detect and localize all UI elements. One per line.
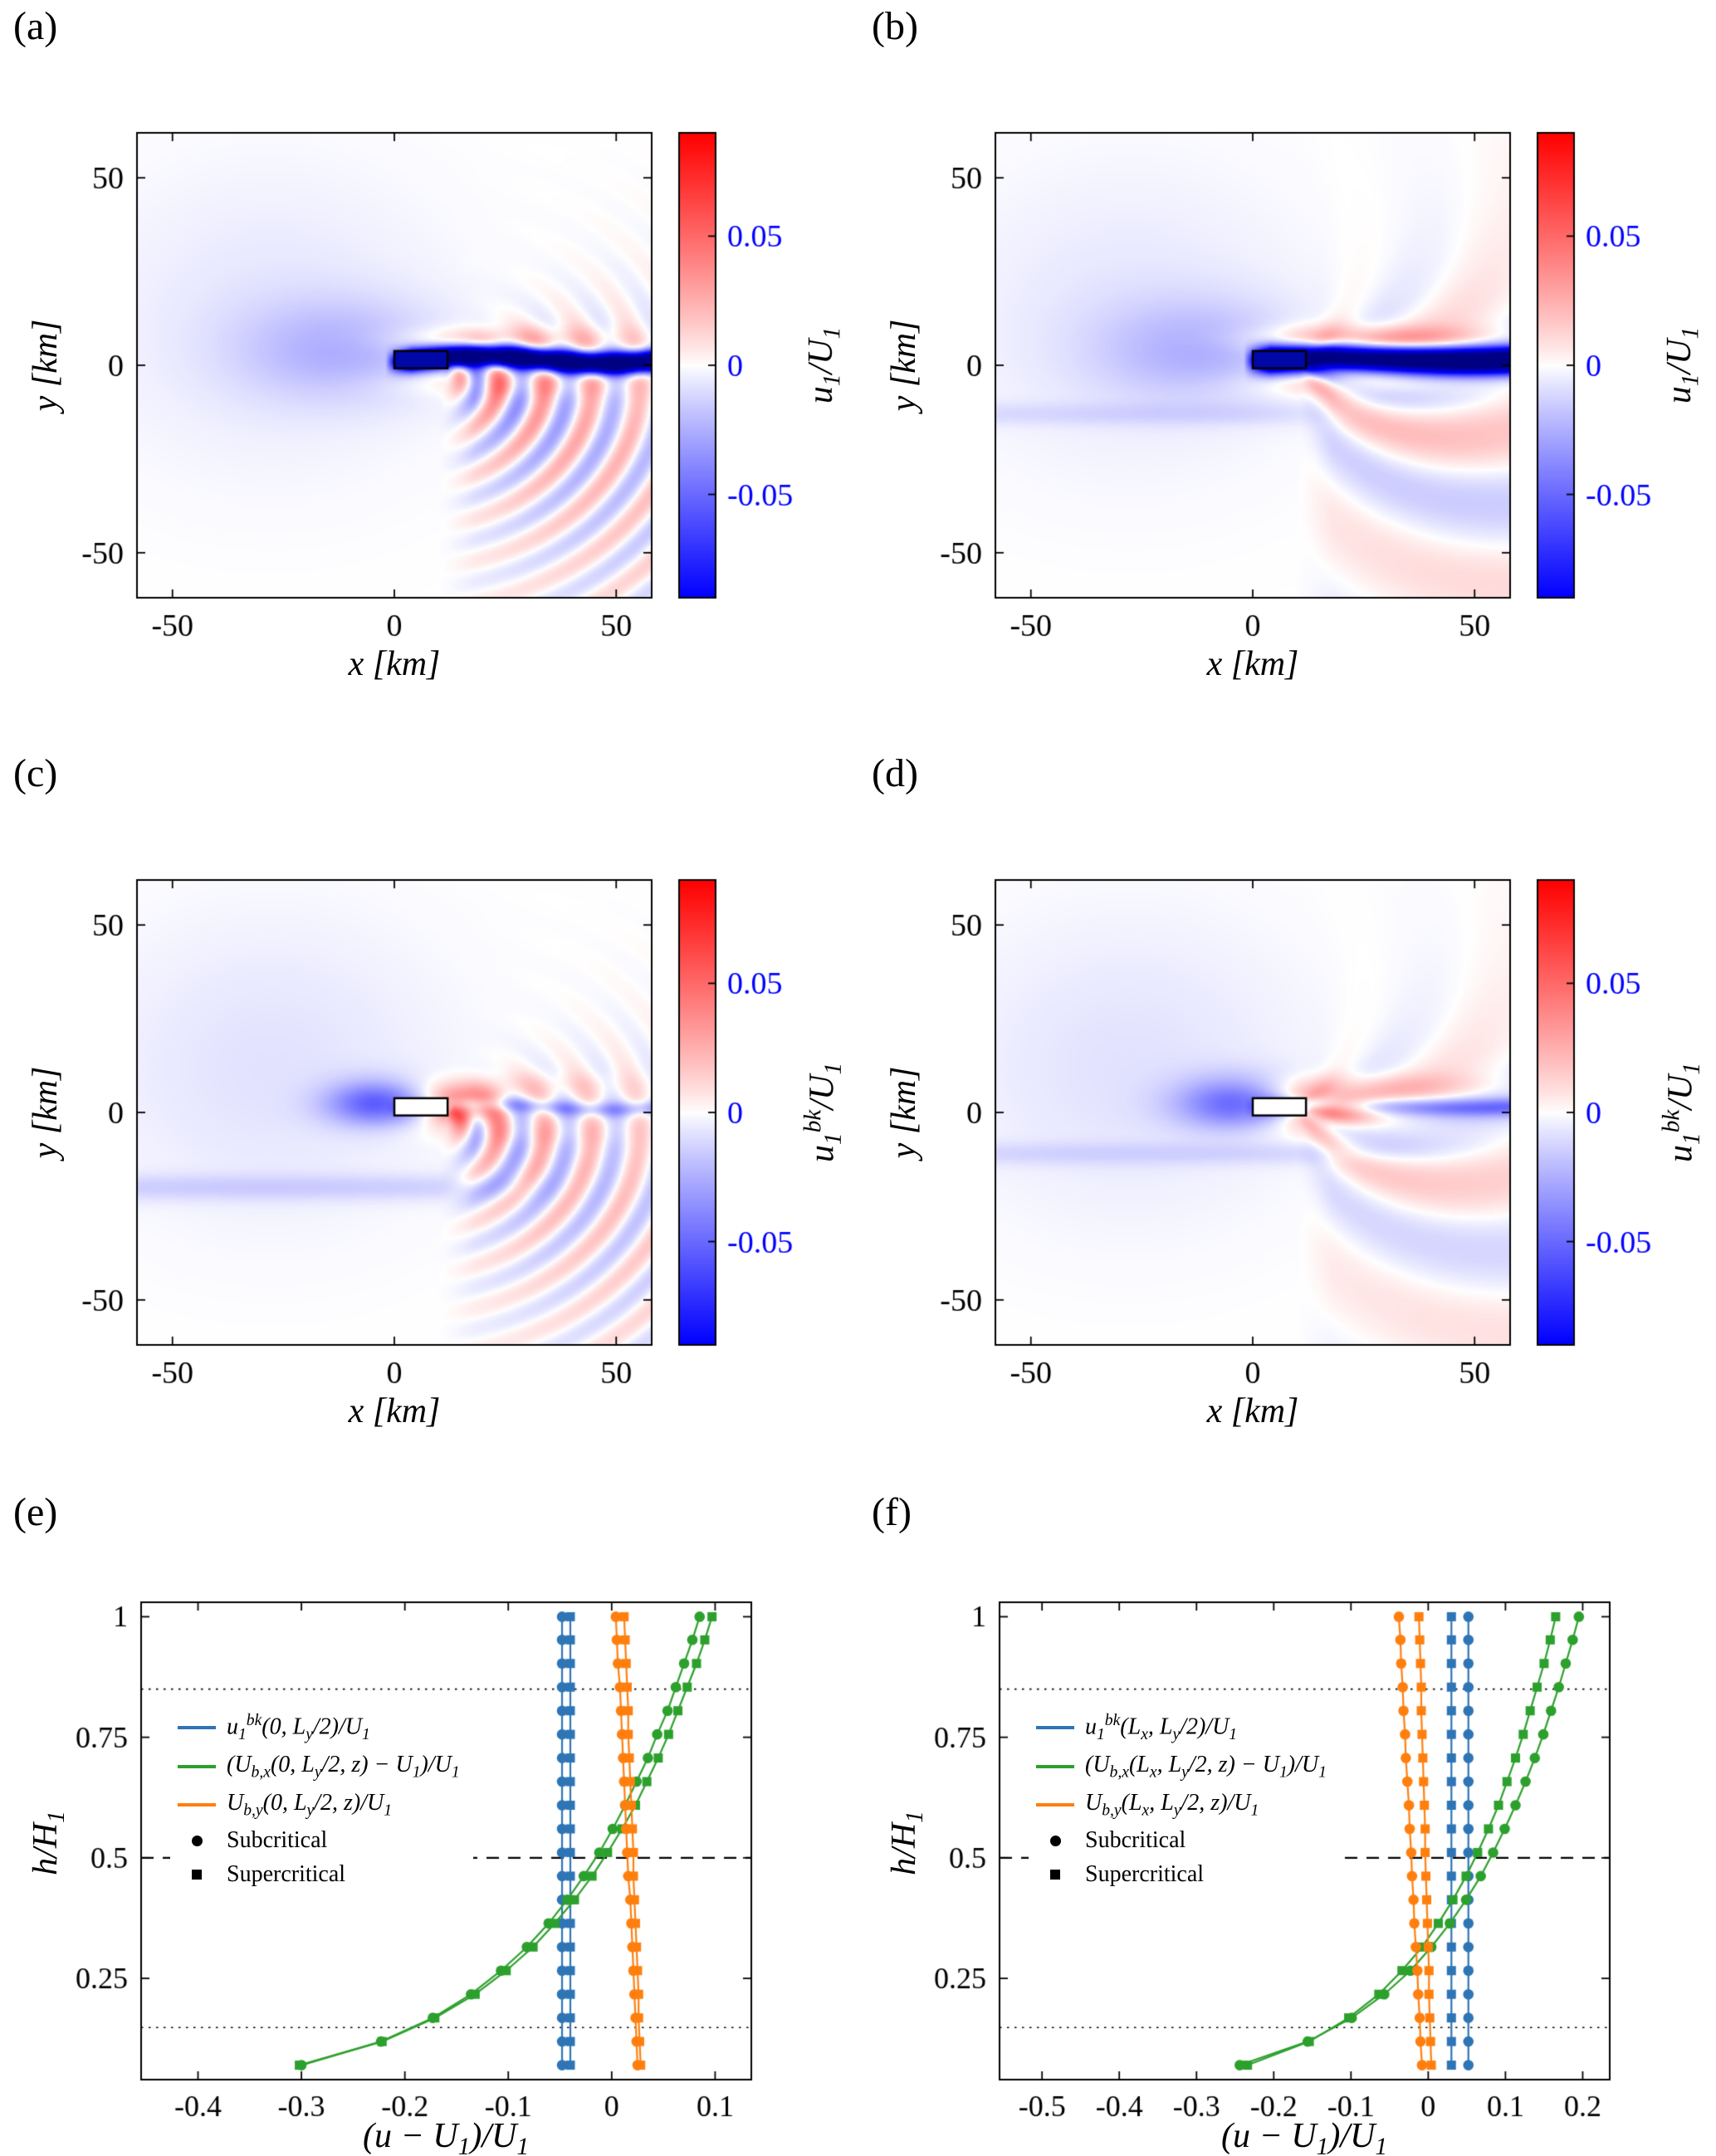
legend-line-swatch [1035,1802,1075,1806]
legend-label: (Ub,x(Lx, Ly/2, z) − U1)/U1 [1085,1751,1327,1782]
legend-entry: Supercritical [1035,1861,1327,1888]
legend-line-swatch [177,1802,217,1806]
legend-marker-swatch [1035,1835,1075,1846]
panel-c: (c) x [km] y [km] u1bk/U1 [0,747,858,1469]
legend-marker-swatch [177,1835,217,1846]
panel-a: (a) x [km] y [km] u1/U1 [0,0,858,722]
panel-a-ylabel: y [km] [27,319,65,412]
legend-line-swatch [177,1765,217,1769]
panel-f-label: (f) [872,1490,912,1534]
legend-label: Ub,y(0, Ly/2, z)/U1 [227,1789,393,1820]
panel-c-xlabel: x [km] [348,1392,441,1430]
panel-e-ylabel: h/H1 [26,1811,71,1875]
panel-a-colorbar-label: u1/U1 [801,326,846,404]
panel-d-heatmap-canvas [858,747,1716,1469]
panel-c-colorbar-label: u1bk/U1 [799,1062,847,1163]
panel-d: (d) x [km] y [km] u1bk/U1 [858,747,1716,1469]
panel-e: (e) (u − U1)/U1 h/H1 u1bk(0, Ly/2)/U1 (Ub… [0,1486,858,2156]
panel-f-legend: u1bk(Lx, Ly/2)/U1 (Ub,x(Lx, Ly/2, z) − U1… [1029,1704,1340,1897]
legend-entry: (Ub,x(Lx, Ly/2, z) − U1)/U1 [1035,1752,1327,1782]
panel-c-label: (c) [13,751,58,795]
panel-b-xlabel: x [km] [1206,645,1299,683]
panel-b: (b) x [km] y [km] u1/U1 [858,0,1716,722]
legend-entry: (Ub,x(0, Ly/2, z) − U1)/U1 [177,1752,460,1782]
panel-b-label: (b) [872,4,918,48]
panel-f-xlabel: (u − U1)/U1 [1220,2116,1388,2156]
panel-b-colorbar-label: u1/U1 [1660,326,1704,404]
panel-a-label: (a) [13,4,58,48]
legend-entry: Subcritical [1035,1827,1327,1854]
panel-b-heatmap-canvas [858,0,1716,722]
legend-marker-swatch [1035,1870,1075,1880]
legend-entry: u1bk(Lx, Ly/2)/U1 [1035,1712,1327,1744]
panel-d-label: (d) [872,751,918,795]
panel-f: (f) (u − U1)/U1 h/H1 u1bk(Lx, Ly/2)/U1 (U… [858,1486,1716,2156]
legend-label: Supercritical [227,1861,346,1888]
legend-label: u1bk(Lx, Ly/2)/U1 [1085,1712,1238,1743]
panel-d-xlabel: x [km] [1206,1392,1299,1430]
legend-line-swatch [1035,1726,1075,1730]
legend-entry: Subcritical [177,1827,460,1854]
legend-label: Ub,y(Lx, Ly/2, z)/U1 [1085,1789,1259,1820]
legend-marker-swatch [177,1870,217,1880]
legend-label: Supercritical [1085,1861,1205,1888]
panel-e-label: (e) [13,1490,58,1534]
legend-entry: Ub,y(0, Ly/2, z)/U1 [177,1790,460,1821]
legend-label: Subcritical [227,1827,328,1854]
legend-label: Subcritical [1085,1827,1186,1854]
legend-entry: u1bk(0, Ly/2)/U1 [177,1712,460,1744]
legend-entry: Ub,y(Lx, Ly/2, z)/U1 [1035,1790,1327,1821]
panel-c-heatmap-canvas [0,747,858,1469]
legend-line-swatch [1035,1765,1075,1769]
panel-c-ylabel: y [km] [27,1066,65,1159]
panel-d-colorbar-label: u1bk/U1 [1658,1062,1705,1163]
panel-f-ylabel: h/H1 [884,1811,929,1875]
legend-line-swatch [177,1726,217,1730]
legend-entry: Supercritical [177,1861,460,1888]
panel-a-heatmap-canvas [0,0,858,722]
legend-label: u1bk(0, Ly/2)/U1 [227,1712,370,1743]
panel-b-ylabel: y [km] [885,319,923,412]
panel-a-xlabel: x [km] [348,645,441,683]
panel-e-xlabel: (u − U1)/U1 [362,2116,530,2156]
panel-d-ylabel: y [km] [885,1066,923,1159]
panel-e-legend: u1bk(0, Ly/2)/U1 (Ub,x(0, Ly/2, z) − U1)/… [170,1704,473,1897]
legend-label: (Ub,x(0, Ly/2, z) − U1)/U1 [227,1751,460,1782]
